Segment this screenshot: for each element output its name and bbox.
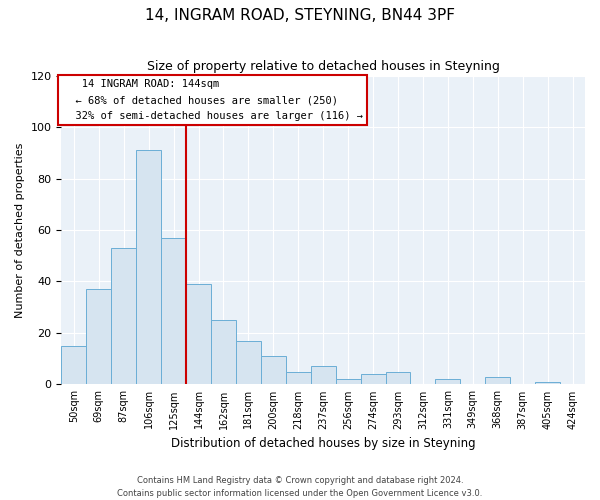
X-axis label: Distribution of detached houses by size in Steyning: Distribution of detached houses by size … xyxy=(171,437,476,450)
Bar xyxy=(186,284,211,384)
Bar xyxy=(286,372,311,384)
Bar xyxy=(535,382,560,384)
Bar xyxy=(436,380,460,384)
Bar xyxy=(386,372,410,384)
Bar xyxy=(111,248,136,384)
Bar xyxy=(136,150,161,384)
Bar xyxy=(485,376,510,384)
Text: 14 INGRAM ROAD: 144sqm
  ← 68% of detached houses are smaller (250)
  32% of sem: 14 INGRAM ROAD: 144sqm ← 68% of detached… xyxy=(62,80,362,120)
Bar xyxy=(335,380,361,384)
Text: 14, INGRAM ROAD, STEYNING, BN44 3PF: 14, INGRAM ROAD, STEYNING, BN44 3PF xyxy=(145,8,455,22)
Bar xyxy=(361,374,386,384)
Bar xyxy=(211,320,236,384)
Y-axis label: Number of detached properties: Number of detached properties xyxy=(15,142,25,318)
Bar xyxy=(236,340,261,384)
Bar xyxy=(61,346,86,385)
Title: Size of property relative to detached houses in Steyning: Size of property relative to detached ho… xyxy=(147,60,500,73)
Bar xyxy=(161,238,186,384)
Text: Contains HM Land Registry data © Crown copyright and database right 2024.
Contai: Contains HM Land Registry data © Crown c… xyxy=(118,476,482,498)
Bar xyxy=(86,289,111,384)
Bar xyxy=(261,356,286,384)
Bar xyxy=(311,366,335,384)
